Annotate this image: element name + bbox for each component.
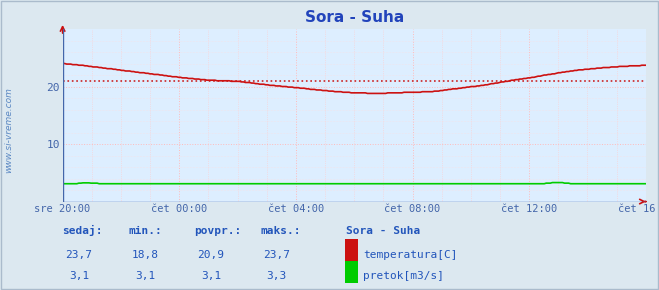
Text: povpr.:: povpr.: bbox=[194, 226, 242, 236]
Text: pretok[m3/s]: pretok[m3/s] bbox=[363, 271, 444, 281]
Text: min.:: min.: bbox=[129, 226, 162, 236]
Text: 3,1: 3,1 bbox=[69, 271, 89, 281]
Text: 20,9: 20,9 bbox=[198, 250, 224, 260]
Text: Sora - Suha: Sora - Suha bbox=[346, 226, 420, 236]
Text: maks.:: maks.: bbox=[260, 226, 301, 236]
Title: Sora - Suha: Sora - Suha bbox=[304, 10, 404, 25]
Text: 3,1: 3,1 bbox=[135, 271, 155, 281]
Text: temperatura[C]: temperatura[C] bbox=[363, 250, 457, 260]
Text: 3,1: 3,1 bbox=[201, 271, 221, 281]
Text: 3,3: 3,3 bbox=[267, 271, 287, 281]
Text: www.si-vreme.com: www.si-vreme.com bbox=[4, 88, 13, 173]
Text: 18,8: 18,8 bbox=[132, 250, 158, 260]
Text: 23,7: 23,7 bbox=[264, 250, 290, 260]
Text: sedaj:: sedaj: bbox=[63, 225, 103, 236]
Text: 23,7: 23,7 bbox=[66, 250, 92, 260]
